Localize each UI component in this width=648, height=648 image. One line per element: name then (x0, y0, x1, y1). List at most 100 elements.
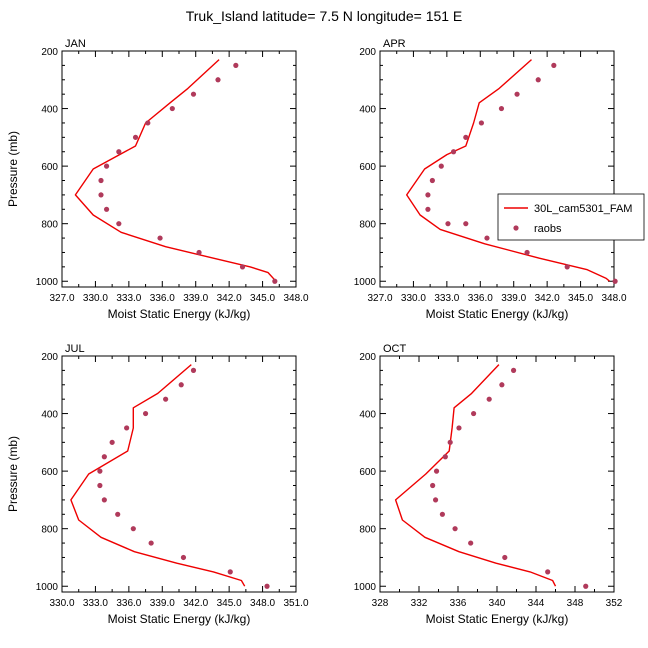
raobs-point (433, 468, 440, 474)
panel-oct: OCT 328 332 336 340 344 348 352 200 400 600 800 1000… (354, 343, 623, 626)
raobs-point (486, 396, 492, 402)
x-axis-label: Moist Static Energy (kJ/kg) (108, 307, 251, 321)
x-tick-label: 336.0 (468, 293, 493, 304)
raobs-point (498, 105, 505, 112)
y-tick-label: 200 (359, 352, 376, 363)
x-tick-label: 336.0 (150, 293, 175, 304)
legend-obs-swatch (513, 225, 519, 231)
raobs-point (124, 425, 130, 431)
raobs-point (180, 554, 187, 561)
x-tick-label: 351.0 (283, 598, 308, 609)
raobs-point (272, 278, 278, 284)
raobs-point (109, 439, 115, 445)
raobs-point (115, 511, 121, 517)
panels-group: JAN 327.0 330.0 333.0 336.0 339.0 342.0 345.0 34… (6, 38, 627, 626)
x-tick-label: 328 (372, 598, 389, 609)
model-profile-line (70, 364, 246, 587)
y-tick-label: 800 (41, 220, 58, 231)
legend-model-label: 30L_cam5301_FAM (534, 203, 632, 215)
raobs-point (429, 177, 435, 184)
raobs-point (468, 540, 474, 546)
x-tick-label: 345.0 (568, 293, 593, 304)
raobs-point (524, 249, 530, 256)
raobs-point (514, 91, 520, 97)
raobs-point (612, 278, 618, 284)
y-tick-label: 1000 (36, 277, 59, 288)
model-profile-line (394, 364, 557, 587)
raobs-point (545, 569, 551, 575)
y-tick-label: 400 (359, 410, 376, 421)
x-tick-label: 352 (606, 598, 623, 609)
y-tick-label: 1000 (354, 582, 377, 593)
x-tick-label: 336 (450, 598, 467, 609)
raobs-point (439, 511, 445, 517)
y-tick-label: 200 (41, 47, 58, 58)
y-axis-label: Pressure (mb) (6, 131, 20, 207)
plot-frame (379, 50, 615, 288)
x-tick-label: 348.0 (601, 293, 626, 304)
panel-title: APR (383, 38, 406, 50)
raobs-point (442, 454, 448, 460)
x-tick-label: 339.0 (183, 293, 208, 304)
raobs-point (101, 454, 107, 460)
x-tick-label: 342.0 (183, 598, 208, 609)
legend-box (497, 193, 645, 241)
y-tick-label: 1000 (36, 582, 59, 593)
raobs-point (452, 526, 458, 532)
legend-obs-label: raobs (534, 223, 562, 235)
y-tick-label: 200 (41, 352, 58, 363)
raobs-point (116, 221, 122, 227)
raobs-point (196, 249, 202, 256)
raobs-point (103, 163, 110, 169)
raobs-point (502, 554, 508, 561)
y-tick-label: 600 (41, 162, 58, 173)
x-tick-label: 330.0 (401, 293, 426, 304)
panel-title: JAN (65, 38, 86, 50)
y-tick-label: 600 (359, 467, 376, 478)
x-tick-label: 344 (528, 598, 545, 609)
raobs-point (116, 149, 122, 155)
raobs-point (478, 120, 484, 126)
raobs-point (499, 382, 505, 388)
raobs-point (445, 221, 451, 227)
x-tick-label: 342.0 (535, 293, 560, 304)
raobs-point (142, 410, 149, 417)
model-profile-line (406, 59, 610, 282)
raobs-point (163, 396, 169, 402)
plot-frame (61, 50, 297, 288)
x-tick-label: 333.0 (116, 293, 141, 304)
raobs-point (98, 177, 104, 184)
raobs-point (447, 439, 453, 445)
raobs-point (456, 425, 462, 431)
x-tick-label: 348 (567, 598, 584, 609)
raobs-point (463, 221, 469, 227)
raobs-point (190, 367, 197, 373)
x-tick-label: 332 (411, 598, 428, 609)
raobs-point (484, 235, 490, 241)
x-tick-label: 333.0 (434, 293, 459, 304)
panel-title: OCT (383, 343, 407, 355)
raobs-point (425, 192, 431, 198)
x-tick-label: 333.0 (83, 598, 108, 609)
y-tick-label: 400 (41, 105, 58, 116)
raobs-point (535, 77, 541, 83)
panel-title: JUL (65, 343, 85, 355)
raobs-point (583, 583, 589, 589)
x-tick-label: 345.0 (250, 293, 275, 304)
panel-jul: JUL 330.0 333.0 336.0 339.0 342.0 345.0 348.0 35… (6, 343, 309, 626)
raobs-point (101, 497, 107, 503)
raobs-point (471, 410, 477, 417)
raobs-point (98, 192, 104, 198)
x-tick-label: 330.0 (49, 598, 74, 609)
raobs-point (233, 62, 239, 68)
raobs-point (148, 540, 154, 546)
raobs-point (430, 482, 436, 489)
raobs-point (103, 206, 110, 212)
y-tick-label: 800 (359, 220, 376, 231)
panel-apr: APR 327.0 330.0 333.0 336.0 339.0 342.0 345.0 34… (354, 38, 627, 321)
x-axis-label: Moist Static Energy (kJ/kg) (426, 307, 569, 321)
x-tick-label: 342.0 (217, 293, 242, 304)
x-axis-label: Moist Static Energy (kJ/kg) (108, 612, 251, 626)
x-axis-label: Moist Static Energy (kJ/kg) (426, 612, 569, 626)
